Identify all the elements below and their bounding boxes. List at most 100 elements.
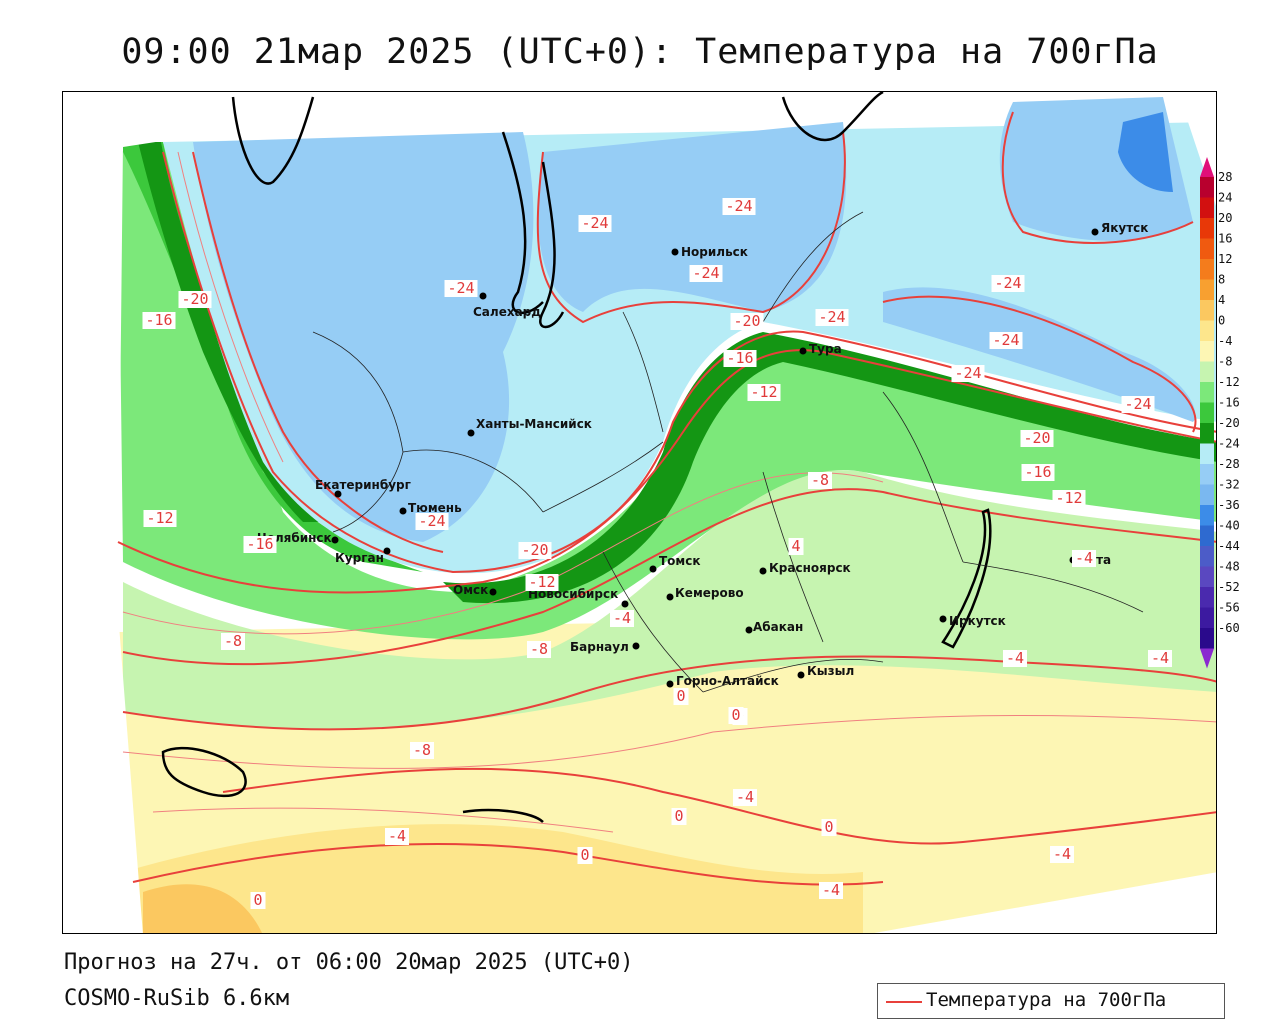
svg-text:Омск: Омск: [453, 583, 488, 597]
svg-text:Барнаул: Барнаул: [570, 640, 629, 654]
contour-label: -8: [221, 632, 245, 650]
svg-text:Томск: Томск: [659, 554, 701, 568]
colorbar-swatch: [1200, 587, 1214, 608]
colorbar-tick-label: -40: [1218, 519, 1240, 533]
colorbar-swatch: [1200, 423, 1214, 444]
map-canvas: Норильск Якутск Салехард Тура Ханты-Манс…: [63, 92, 1216, 933]
contour-label: 4: [788, 537, 804, 555]
svg-text:-4: -4: [613, 609, 631, 627]
colorbar-swatch: [1200, 218, 1214, 239]
colorbar-swatch: [1200, 361, 1214, 382]
svg-text:-20: -20: [181, 290, 208, 308]
contour-label: -20: [518, 541, 552, 559]
domain-mask-left: [63, 92, 143, 933]
svg-text:-4: -4: [1151, 649, 1169, 667]
svg-text:0: 0: [674, 807, 683, 825]
colorbar-bottom-arrow: [1200, 648, 1214, 669]
svg-text:Курган: Курган: [335, 551, 384, 565]
city-tyumen: Тюмень: [399, 501, 462, 515]
coastline: [161, 92, 992, 823]
model-name: COSMO-RuSib 6.6км: [64, 986, 290, 1011]
colorbar-top-arrow: [1200, 157, 1214, 177]
svg-text:Якутск: Якутск: [1101, 221, 1148, 235]
svg-text:-12: -12: [1055, 489, 1082, 507]
svg-text:-24: -24: [818, 308, 845, 326]
forecast-info: Прогноз на 27ч. от 06:00 20мар 2025 (UTC…: [64, 950, 634, 975]
contour-label: -4: [1050, 845, 1074, 863]
region-borders: [312, 211, 1144, 693]
svg-text:-4: -4: [388, 827, 406, 845]
svg-text:-24: -24: [994, 274, 1021, 292]
contour-label: -4: [819, 881, 843, 899]
city-abakan: Абакан: [745, 620, 803, 634]
svg-text:-20: -20: [521, 541, 548, 559]
svg-text:-4: -4: [822, 881, 840, 899]
svg-text:-24: -24: [581, 214, 608, 232]
colorbar-swatch: [1200, 177, 1214, 198]
contour-label: -12: [143, 509, 177, 527]
svg-text:Салехард: Салехард: [473, 305, 541, 319]
colorbar-swatch: [1200, 505, 1214, 526]
contour-label: -16: [142, 311, 176, 329]
colorbar-tick-label: -44: [1218, 539, 1240, 553]
svg-text:Ханты-Мансийск: Ханты-Мансийск: [476, 417, 592, 431]
colorbar-tick-label: 20: [1218, 211, 1232, 225]
svg-text:Абакан: Абакан: [753, 620, 803, 634]
legend-label: Температура на 700гПа: [926, 989, 1167, 1011]
colorbar-tick-label: -20: [1218, 416, 1240, 430]
city-ekaterinburg: Екатеринбург: [315, 478, 411, 498]
zone-light-green: [118, 142, 1216, 640]
contour-label: 0: [728, 706, 744, 724]
svg-text:0: 0: [824, 818, 833, 836]
city-barnaul: Барнаул: [570, 640, 640, 654]
contour-label: -8: [410, 741, 434, 759]
colorbar-tick-label: -8: [1218, 355, 1232, 369]
thin-isotherm-lines: [122, 151, 1216, 833]
colorbar-tick-label: -12: [1218, 375, 1240, 389]
svg-text:-24: -24: [954, 364, 981, 382]
temperature-map: Норильск Якутск Салехард Тура Ханты-Манс…: [62, 91, 1217, 934]
colorbar-tick-label: -16: [1218, 396, 1240, 410]
svg-text:-8: -8: [530, 640, 548, 658]
colorbar-tick-label: -60: [1218, 621, 1240, 635]
contour-label: -24: [689, 264, 723, 282]
svg-text:-8: -8: [811, 471, 829, 489]
svg-text:Кемерово: Кемерово: [675, 586, 744, 600]
colorbar-tick-label: 16: [1218, 232, 1232, 246]
svg-text:-24: -24: [725, 197, 752, 215]
svg-text:4: 4: [791, 537, 800, 555]
contour-label: 0: [671, 807, 687, 825]
svg-text:-4: -4: [736, 788, 754, 806]
contour-labels: -24-24-24-24-24-24-24-24-24-24-20-20-20-…: [142, 197, 1172, 909]
colorbar-swatch: [1200, 484, 1214, 505]
svg-text:Тура: Тура: [809, 342, 842, 356]
city-omsk: Омск: [453, 583, 497, 597]
contour-label: -12: [525, 573, 559, 591]
colorbar-swatch: [1200, 546, 1214, 567]
colorbar-tick-label: 28: [1218, 170, 1232, 184]
contour-label: -4: [1148, 649, 1172, 667]
colorbar-swatch: [1200, 525, 1214, 546]
domain-mask-top: [63, 92, 1216, 152]
svg-text:-16: -16: [726, 349, 753, 367]
contour-label: -4: [1003, 649, 1027, 667]
colorbar-tick-label: 12: [1218, 252, 1232, 266]
colorbar-swatch: [1200, 300, 1214, 321]
contour-label: 0: [250, 891, 266, 909]
contour-label: -24: [722, 197, 756, 215]
contour-label: -24: [991, 274, 1025, 292]
colorbar-tick-label: -24: [1218, 437, 1240, 451]
city-khanty-mansiysk: Ханты-Мансийск: [467, 417, 592, 437]
zone-deep-blue: [1118, 112, 1173, 192]
zone-dark-green-west: [138, 142, 323, 522]
city-markers: Норильск Якутск Салехард Тура Ханты-Манс…: [257, 221, 1148, 688]
zone-blue-west: [193, 132, 534, 542]
colorbar-tick-label: -28: [1218, 457, 1240, 471]
contour-label: 0: [577, 846, 593, 864]
contour-label: -24: [578, 214, 612, 232]
colorbar-tick-label: 0: [1218, 314, 1225, 328]
svg-text:0: 0: [253, 891, 262, 909]
svg-text:0: 0: [676, 687, 685, 705]
colorbar-tick-label: -56: [1218, 601, 1240, 615]
contour-label: -24: [444, 279, 478, 297]
